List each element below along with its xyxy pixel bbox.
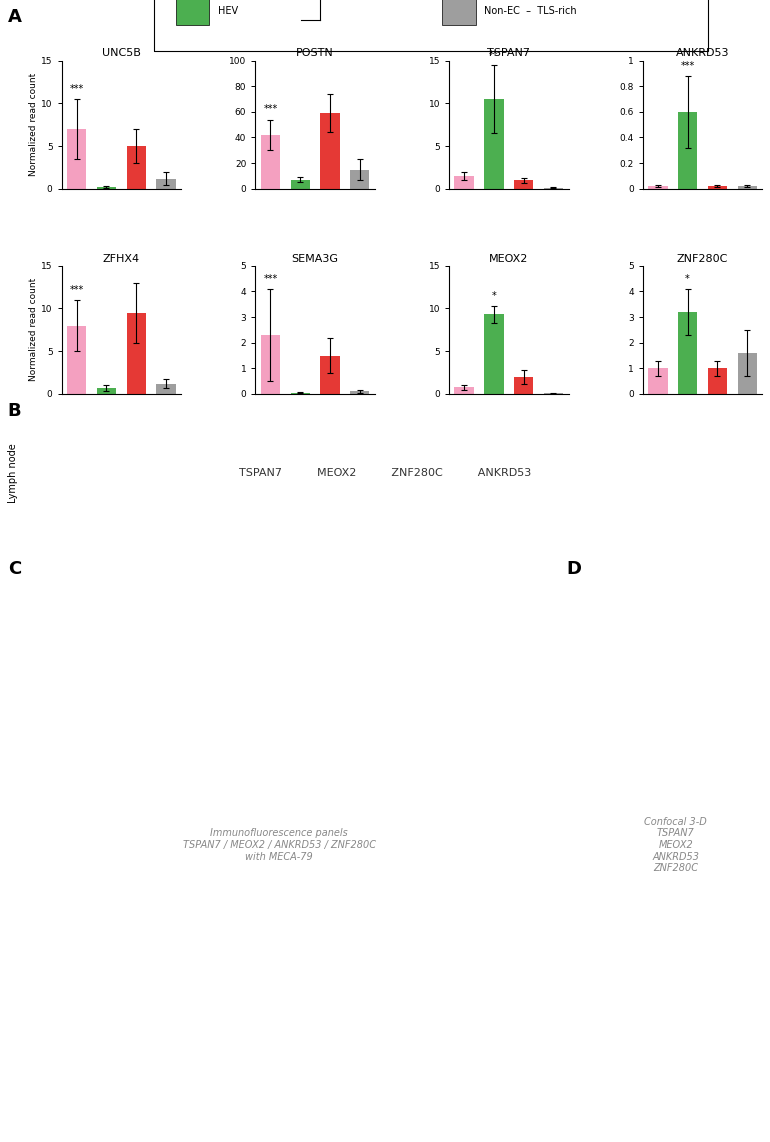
Bar [320, 355, 340, 394]
Title: ZNF280C: ZNF280C [677, 254, 728, 264]
Bar [156, 384, 176, 394]
Bar [454, 387, 474, 394]
Bar [261, 135, 280, 188]
Text: Immunofluorescence panels
TSPAN7 / MEOX2 / ANKRD53 / ZNF280C
with MECA-79: Immunofluorescence panels TSPAN7 / MEOX2… [182, 828, 376, 862]
Bar [454, 176, 474, 188]
Text: Confocal 3-D
TSPAN7
MEOX2
ANKRD53
ZNF280C: Confocal 3-D TSPAN7 MEOX2 ANKRD53 ZNF280… [644, 817, 707, 874]
Text: *: * [685, 274, 690, 283]
Bar [678, 112, 698, 188]
Text: ***: *** [263, 274, 277, 283]
Bar [126, 313, 146, 394]
Text: TSPAN7          MEOX2          ZNF280C          ANKRD53: TSPAN7 MEOX2 ZNF280C ANKRD53 [239, 468, 531, 478]
Text: ***: *** [69, 83, 84, 94]
Title: POSTN: POSTN [296, 48, 334, 58]
Bar [484, 314, 504, 394]
Bar [290, 393, 310, 394]
Title: ZFHX4: ZFHX4 [103, 254, 140, 264]
Bar [290, 179, 310, 188]
Bar [350, 392, 370, 394]
Y-axis label: Normalized read count: Normalized read count [29, 73, 38, 176]
Text: D: D [566, 560, 581, 578]
Text: ***: *** [69, 284, 84, 295]
Bar [738, 353, 757, 394]
Bar [67, 129, 86, 188]
Text: ***: *** [681, 61, 695, 71]
Bar [708, 369, 727, 394]
Text: ***: *** [263, 104, 277, 114]
Text: C: C [8, 560, 21, 578]
Bar [261, 335, 280, 394]
Bar [484, 99, 504, 188]
Title: TSPAN7: TSPAN7 [487, 48, 531, 58]
Title: MEOX2: MEOX2 [489, 254, 528, 264]
Bar [97, 388, 116, 394]
Text: HEV: HEV [218, 7, 238, 16]
Y-axis label: Normalized read count: Normalized read count [29, 279, 38, 381]
Bar [678, 312, 698, 394]
Bar [126, 146, 146, 188]
Title: ANKRD53: ANKRD53 [676, 48, 729, 58]
Text: B: B [8, 402, 22, 420]
Text: Non-EC  –  TLS-rich: Non-EC – TLS-rich [484, 7, 577, 16]
Bar [176, 0, 209, 25]
Bar [648, 186, 668, 188]
Text: *: * [491, 291, 497, 300]
Bar [708, 186, 727, 188]
Title: UNC5B: UNC5B [102, 48, 141, 58]
Text: A: A [8, 8, 22, 26]
Text: Lymph node: Lymph node [8, 443, 18, 504]
Text: **: ** [489, 49, 499, 59]
Bar [514, 180, 534, 188]
Bar [738, 186, 757, 188]
Title: SEMA3G: SEMA3G [292, 254, 339, 264]
Bar [648, 369, 668, 394]
Bar [67, 325, 86, 394]
Bar [97, 187, 116, 188]
Bar [442, 0, 476, 25]
Bar [320, 113, 340, 188]
Bar [156, 178, 176, 188]
Bar [350, 169, 370, 188]
Bar [514, 377, 534, 394]
